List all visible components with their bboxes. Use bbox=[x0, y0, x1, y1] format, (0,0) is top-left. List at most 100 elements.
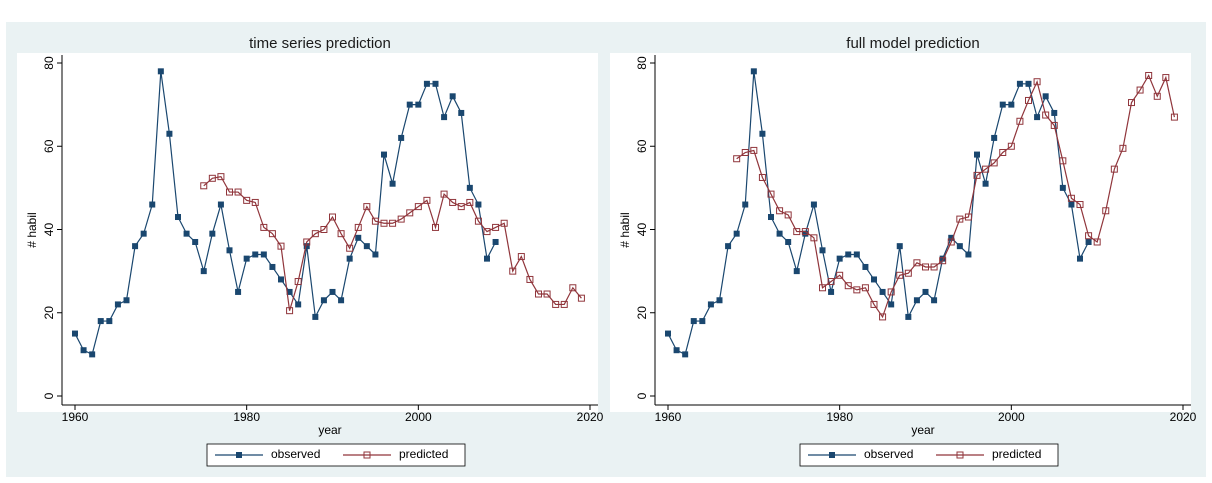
marker bbox=[89, 351, 96, 358]
marker bbox=[132, 243, 139, 250]
series-line bbox=[74, 71, 497, 356]
marker bbox=[999, 101, 1006, 108]
marker bbox=[294, 278, 302, 286]
legend-label: observed bbox=[864, 447, 913, 461]
marker bbox=[861, 284, 869, 292]
y-tick-label: 60 bbox=[42, 139, 56, 153]
marker bbox=[973, 171, 981, 179]
marker bbox=[1033, 78, 1041, 86]
marker bbox=[355, 234, 362, 241]
marker bbox=[1145, 71, 1153, 79]
marker bbox=[785, 238, 792, 245]
marker bbox=[234, 188, 242, 196]
marker bbox=[690, 318, 697, 325]
marker bbox=[776, 230, 783, 237]
marker bbox=[175, 214, 181, 221]
marker bbox=[278, 276, 284, 283]
marker bbox=[1102, 207, 1110, 215]
marker bbox=[149, 201, 156, 208]
legend bbox=[206, 443, 466, 467]
marker bbox=[123, 297, 130, 304]
marker bbox=[560, 300, 568, 308]
marker bbox=[192, 238, 199, 245]
y-tick-label: 40 bbox=[42, 223, 56, 237]
marker bbox=[819, 284, 826, 292]
chart-title: full model prediction bbox=[846, 35, 979, 52]
marker bbox=[569, 284, 577, 292]
marker bbox=[441, 114, 448, 121]
marker bbox=[810, 201, 817, 208]
marker bbox=[758, 173, 766, 181]
y-tick-label: 80 bbox=[42, 56, 56, 70]
legend-marker bbox=[363, 451, 371, 459]
marker bbox=[1085, 238, 1092, 245]
marker bbox=[870, 300, 878, 308]
marker bbox=[363, 243, 370, 250]
marker bbox=[406, 209, 414, 217]
marker bbox=[741, 148, 749, 156]
marker bbox=[1016, 80, 1023, 87]
marker bbox=[200, 268, 207, 275]
marker bbox=[1050, 121, 1058, 129]
marker bbox=[235, 288, 242, 295]
marker bbox=[517, 253, 525, 261]
marker bbox=[329, 213, 336, 221]
marker bbox=[484, 255, 490, 262]
y-tick-label: 40 bbox=[635, 223, 649, 237]
marker bbox=[768, 214, 774, 221]
marker bbox=[166, 130, 173, 137]
marker bbox=[1068, 201, 1075, 208]
marker bbox=[767, 190, 775, 198]
marker bbox=[931, 297, 938, 304]
y-tick-label: 60 bbox=[635, 139, 649, 153]
marker bbox=[500, 219, 508, 227]
marker bbox=[543, 290, 551, 298]
marker bbox=[905, 313, 912, 320]
marker bbox=[440, 190, 448, 198]
marker bbox=[251, 198, 259, 206]
marker bbox=[380, 219, 388, 227]
y-tick-label: 80 bbox=[635, 56, 649, 70]
marker bbox=[1153, 92, 1161, 100]
marker bbox=[346, 255, 353, 262]
series-line bbox=[736, 74, 1176, 319]
marker bbox=[509, 267, 517, 275]
marker bbox=[260, 251, 267, 258]
marker bbox=[320, 226, 328, 233]
marker bbox=[1085, 232, 1093, 240]
marker bbox=[492, 238, 499, 245]
legend-label: predicted bbox=[992, 447, 1041, 461]
legend-label: observed bbox=[271, 447, 320, 461]
marker bbox=[845, 251, 852, 258]
x-tick-label: 1960 bbox=[62, 410, 89, 424]
marker bbox=[354, 223, 362, 231]
marker bbox=[862, 263, 869, 270]
marker bbox=[922, 288, 929, 295]
marker bbox=[887, 288, 895, 296]
marker bbox=[106, 318, 113, 325]
marker bbox=[1034, 114, 1041, 121]
marker bbox=[879, 288, 886, 295]
marker bbox=[414, 203, 422, 211]
marker bbox=[243, 196, 251, 204]
marker bbox=[1025, 80, 1032, 87]
marker bbox=[853, 286, 861, 294]
marker bbox=[226, 247, 233, 254]
marker bbox=[827, 278, 835, 286]
marker bbox=[733, 155, 741, 163]
marker bbox=[286, 288, 293, 295]
marker bbox=[423, 80, 430, 87]
marker bbox=[423, 196, 431, 204]
plot-region bbox=[17, 53, 598, 412]
legend-label: predicted bbox=[399, 447, 448, 461]
marker bbox=[303, 238, 311, 246]
marker bbox=[725, 243, 732, 250]
marker bbox=[1007, 142, 1015, 150]
marker bbox=[930, 263, 938, 271]
marker bbox=[466, 198, 474, 206]
y-axis-label: # habil bbox=[25, 212, 39, 247]
marker bbox=[965, 251, 972, 258]
marker bbox=[1051, 109, 1058, 116]
marker bbox=[990, 159, 998, 167]
marker bbox=[982, 165, 990, 173]
